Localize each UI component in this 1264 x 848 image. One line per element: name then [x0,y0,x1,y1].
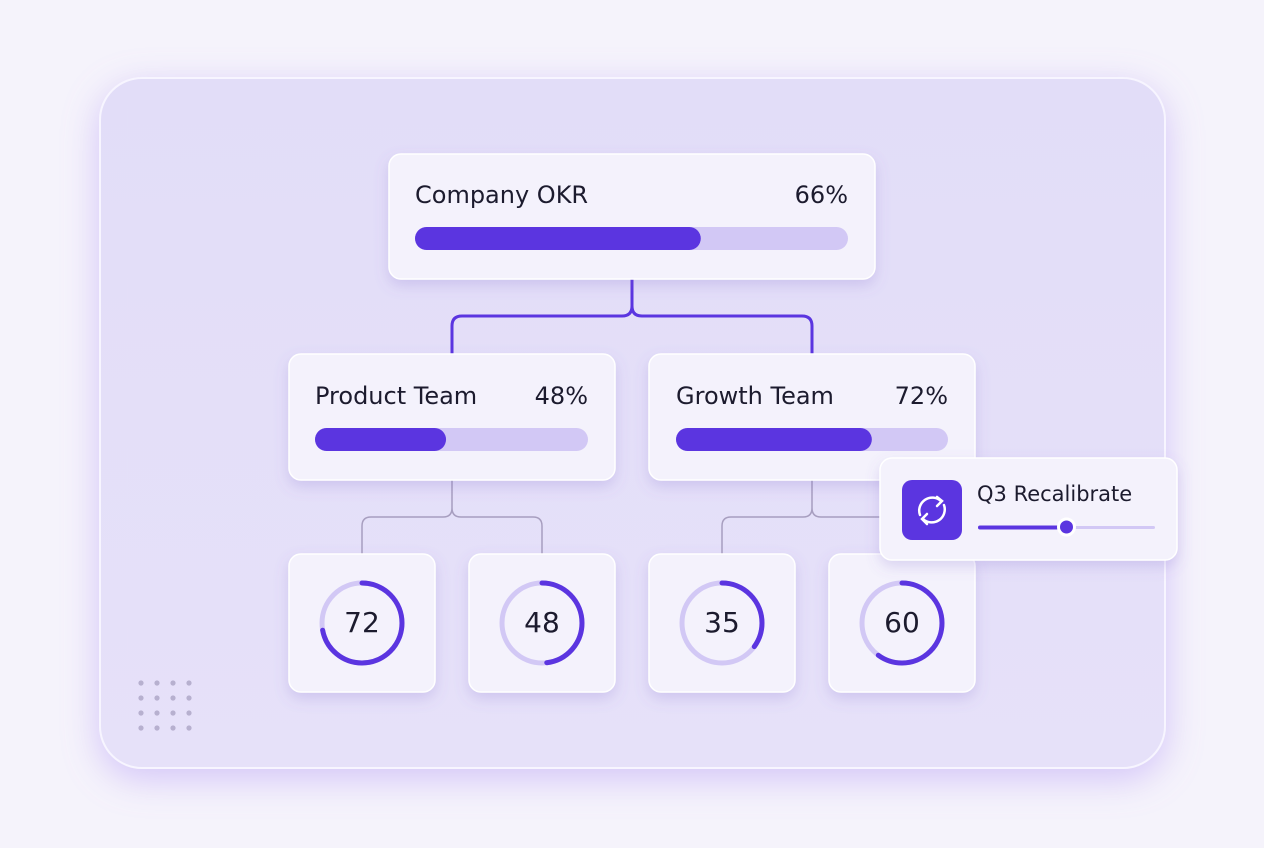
dot [154,725,160,731]
ring-progress [679,580,765,666]
progress-fill [676,428,872,451]
key-result-card [288,553,436,693]
dot [138,680,144,686]
key-result-card [648,553,796,693]
key-result-card [468,553,616,693]
dot [170,695,176,701]
dot [186,680,192,686]
ring-value: 72 [344,606,380,639]
dot [170,725,176,731]
recalibrate-button[interactable] [902,480,962,540]
slider-fill [978,525,1067,530]
team-card [288,353,616,481]
dot [186,695,192,701]
progress-fill [315,428,447,451]
dot [170,710,176,716]
card-percent: 72% [895,382,948,410]
connector [450,279,814,354]
progress-fill [415,227,701,250]
slider-thumb[interactable] [1057,517,1076,537]
card-percent: 48% [535,382,588,410]
dot [186,710,192,716]
dot [154,710,160,716]
ring-progress [859,580,945,666]
ring-progress [499,580,585,666]
card-title: Company OKR [415,181,588,209]
ring-value: 60 [884,606,920,639]
connector [361,480,903,554]
dot-grid [138,680,192,731]
ring-value: 35 [704,606,740,639]
card-title: Growth Team [676,382,834,410]
dot [154,680,160,686]
ring-progress [319,580,405,666]
ring-value: 48 [524,606,560,639]
company-card [388,153,876,280]
popup-title: Q3 Recalibrate [977,482,1132,506]
refresh-icon [918,495,946,526]
dot [138,695,144,701]
dot [138,725,144,731]
dot [170,680,176,686]
dot [154,695,160,701]
dot [138,710,144,716]
card-percent: 66% [795,181,848,209]
dot [186,725,192,731]
card-title: Product Team [315,382,477,410]
